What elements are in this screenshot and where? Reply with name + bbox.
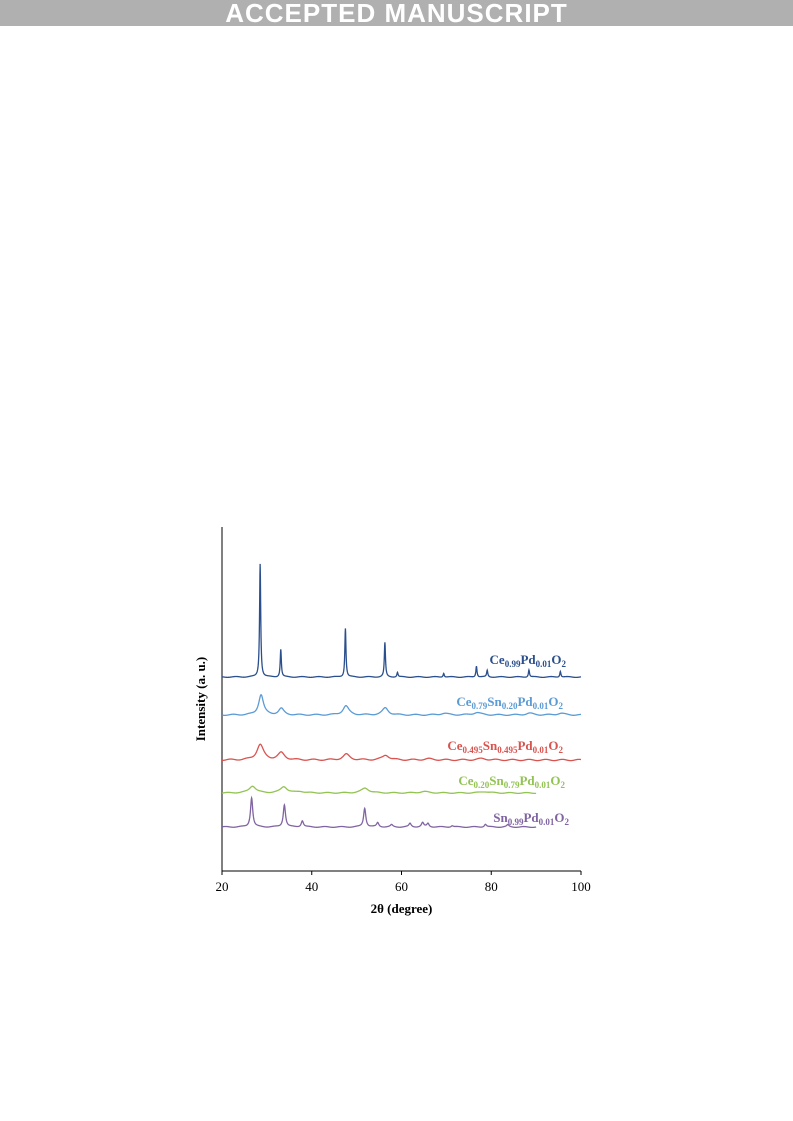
chart-axes: 20 40 60 80 100 [216,527,591,894]
x-tick-label: 80 [485,879,498,894]
series-label-4: Ce0.20Sn0.79Pd0.01O2 [458,773,565,790]
series-line-1 [221,563,582,679]
y-axis-title: Intensity (a. u.) [193,657,208,742]
series-line-4 [221,785,537,795]
x-tick-label: 100 [571,879,591,894]
series-label-5: Sn0.99Pd0.01O2 [493,810,569,827]
accepted-manuscript-banner: ACCEPTED MANUSCRIPT [0,0,793,26]
series-label-2: Ce0.79Sn0.20Pd0.01O2 [456,694,563,711]
series-label-3: Ce0.495Sn0.495Pd0.01O2 [447,738,563,755]
series-line-2 [221,694,582,717]
x-tick-label: 40 [305,879,318,894]
series-line-3 [222,743,582,762]
x-tick-label: 60 [395,879,408,894]
chart-curves [221,563,582,829]
series-label-1: Ce0.99Pd0.01O2 [490,652,567,669]
x-tick-label: 20 [216,879,229,894]
series-labels: Ce0.99Pd0.01O2 Ce0.79Sn0.20Pd0.01O2 Ce0.49… [447,652,569,827]
x-axis-title: 2θ (degree) [371,901,433,916]
series-line-5 [221,795,537,829]
